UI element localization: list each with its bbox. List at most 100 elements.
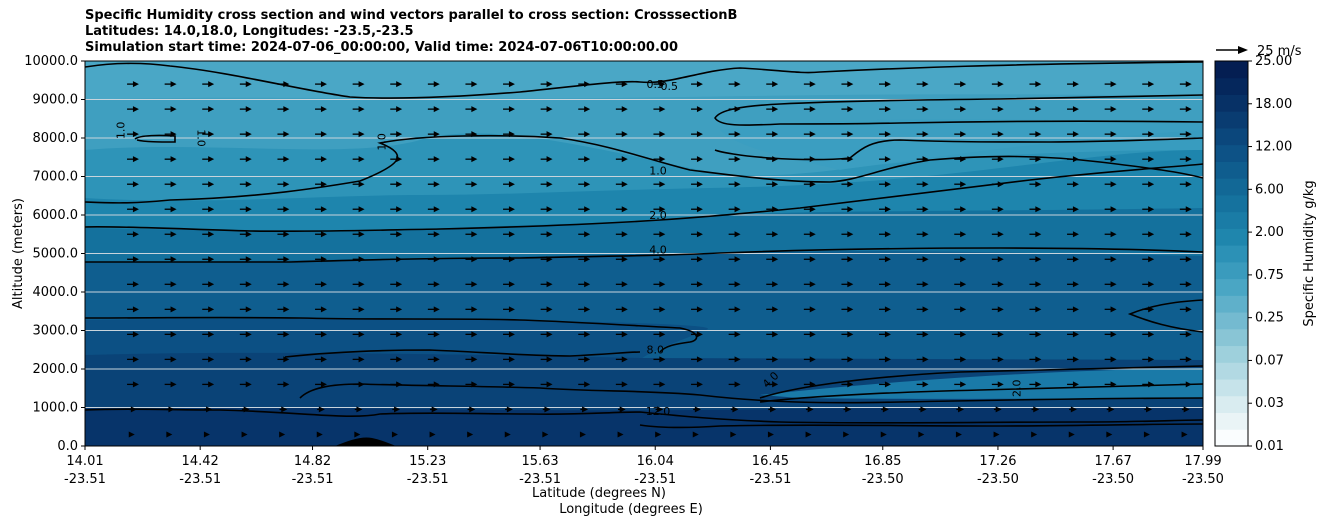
chart-title-line-3: Simulation start time: 2024-07-06_00:00:… (85, 40, 678, 55)
wind-vector (841, 281, 854, 288)
wind-vector-head (922, 231, 929, 238)
wind-vector-head (659, 281, 666, 288)
wind-vector (164, 156, 177, 163)
wind-vector-head (283, 131, 290, 138)
x-tick-label-lat: 17.99 (1184, 454, 1221, 469)
wind-vector-head (208, 231, 215, 238)
wind-vector-head (433, 206, 440, 213)
wind-vector-head (283, 106, 290, 113)
wind-vector (391, 431, 398, 438)
wind-vector-head (960, 356, 967, 363)
wind-vector (728, 306, 741, 313)
wind-vector-head (358, 306, 365, 313)
wind-vector-head (1110, 181, 1117, 188)
wind-vector-head (170, 156, 177, 163)
wind-vector-head (132, 256, 139, 263)
wind-vector-head (1110, 331, 1117, 338)
wind-vector (879, 306, 891, 313)
wind-vector (1067, 81, 1079, 88)
wind-vector-head (471, 356, 478, 363)
wind-vector (315, 231, 327, 238)
wind-vector-head (208, 156, 215, 163)
wind-vector (578, 331, 591, 338)
wind-vector-head (132, 106, 139, 113)
wind-vector-head (1185, 306, 1192, 313)
wind-vector-head (997, 131, 1004, 138)
wind-vector-head (922, 331, 929, 338)
wind-vector (503, 381, 515, 388)
wind-vector-head (1110, 156, 1117, 163)
wind-vector (1179, 356, 1192, 363)
wind-vector (691, 156, 703, 163)
wind-vector-head (772, 256, 779, 263)
wind-vector (728, 156, 741, 163)
wind-vector (916, 256, 929, 263)
wind-vector-head (245, 381, 252, 388)
wind-vector (166, 431, 173, 438)
wind-vector-head (546, 156, 553, 163)
x-tick-label-lat: 14.82 (294, 454, 331, 469)
wind-vector (693, 406, 701, 413)
wind-vector (1143, 431, 1150, 438)
wind-vector (390, 356, 403, 363)
wind-vector (505, 406, 513, 413)
wind-vector (1104, 356, 1117, 363)
wind-vector-head (433, 81, 440, 88)
wind-vector (127, 131, 139, 138)
wind-vector-head (960, 81, 967, 88)
wind-vector-head (960, 131, 967, 138)
wind-vector (617, 406, 626, 413)
wind-vector-head (884, 381, 891, 388)
wind-vector-head (132, 81, 139, 88)
wind-vector (766, 206, 779, 213)
wind-vector-head (734, 181, 741, 188)
wind-vector (239, 81, 252, 88)
wind-vector-head (396, 81, 403, 88)
wind-vector-head (245, 181, 252, 188)
colorbar-segment (1215, 211, 1248, 229)
wind-vector (164, 81, 177, 88)
wind-vector-head (245, 106, 252, 113)
wind-vector-head (396, 181, 403, 188)
wind-vector-head (584, 331, 591, 338)
wind-vector (127, 306, 139, 313)
wind-vector (803, 381, 816, 388)
wind-vector (1067, 256, 1079, 263)
wind-vector (805, 406, 814, 413)
wind-vector-head (1185, 131, 1192, 138)
wind-vector (164, 106, 177, 113)
wind-vector (991, 131, 1004, 138)
wind-vector (653, 331, 666, 338)
wind-vector-head (809, 356, 816, 363)
wind-vector (1029, 356, 1042, 363)
wind-vector (615, 231, 628, 238)
wind-vector (202, 331, 215, 338)
wind-vector (1029, 206, 1042, 213)
wind-vector-head (170, 356, 177, 363)
wind-vector (277, 206, 290, 213)
contour-12-0-b (639, 423, 1203, 429)
wind-vector-head (358, 206, 365, 213)
wind-vector (615, 181, 628, 188)
wind-vector-head (471, 231, 478, 238)
wind-vector (352, 81, 365, 88)
wind-vector-head (396, 381, 403, 388)
wind-vector-head (1035, 381, 1042, 388)
wind-vector (317, 406, 325, 413)
wind-vector (766, 231, 779, 238)
y-tick-label: 2000.0 (33, 362, 79, 377)
wind-vector (1104, 306, 1117, 313)
wind-vector-head (396, 331, 403, 338)
wind-vector (916, 231, 929, 238)
wind-vector (615, 156, 628, 163)
wind-vector-head (694, 406, 701, 413)
wind-vector (615, 281, 628, 288)
wind-vector-head (132, 331, 139, 338)
wind-vector (1142, 306, 1155, 313)
wind-vector (879, 331, 891, 338)
wind-vector-head (1033, 406, 1040, 413)
wind-vector (1104, 81, 1117, 88)
colorbar-segment (1215, 127, 1248, 146)
wind-vector (390, 256, 403, 263)
wind-vector (578, 356, 591, 363)
